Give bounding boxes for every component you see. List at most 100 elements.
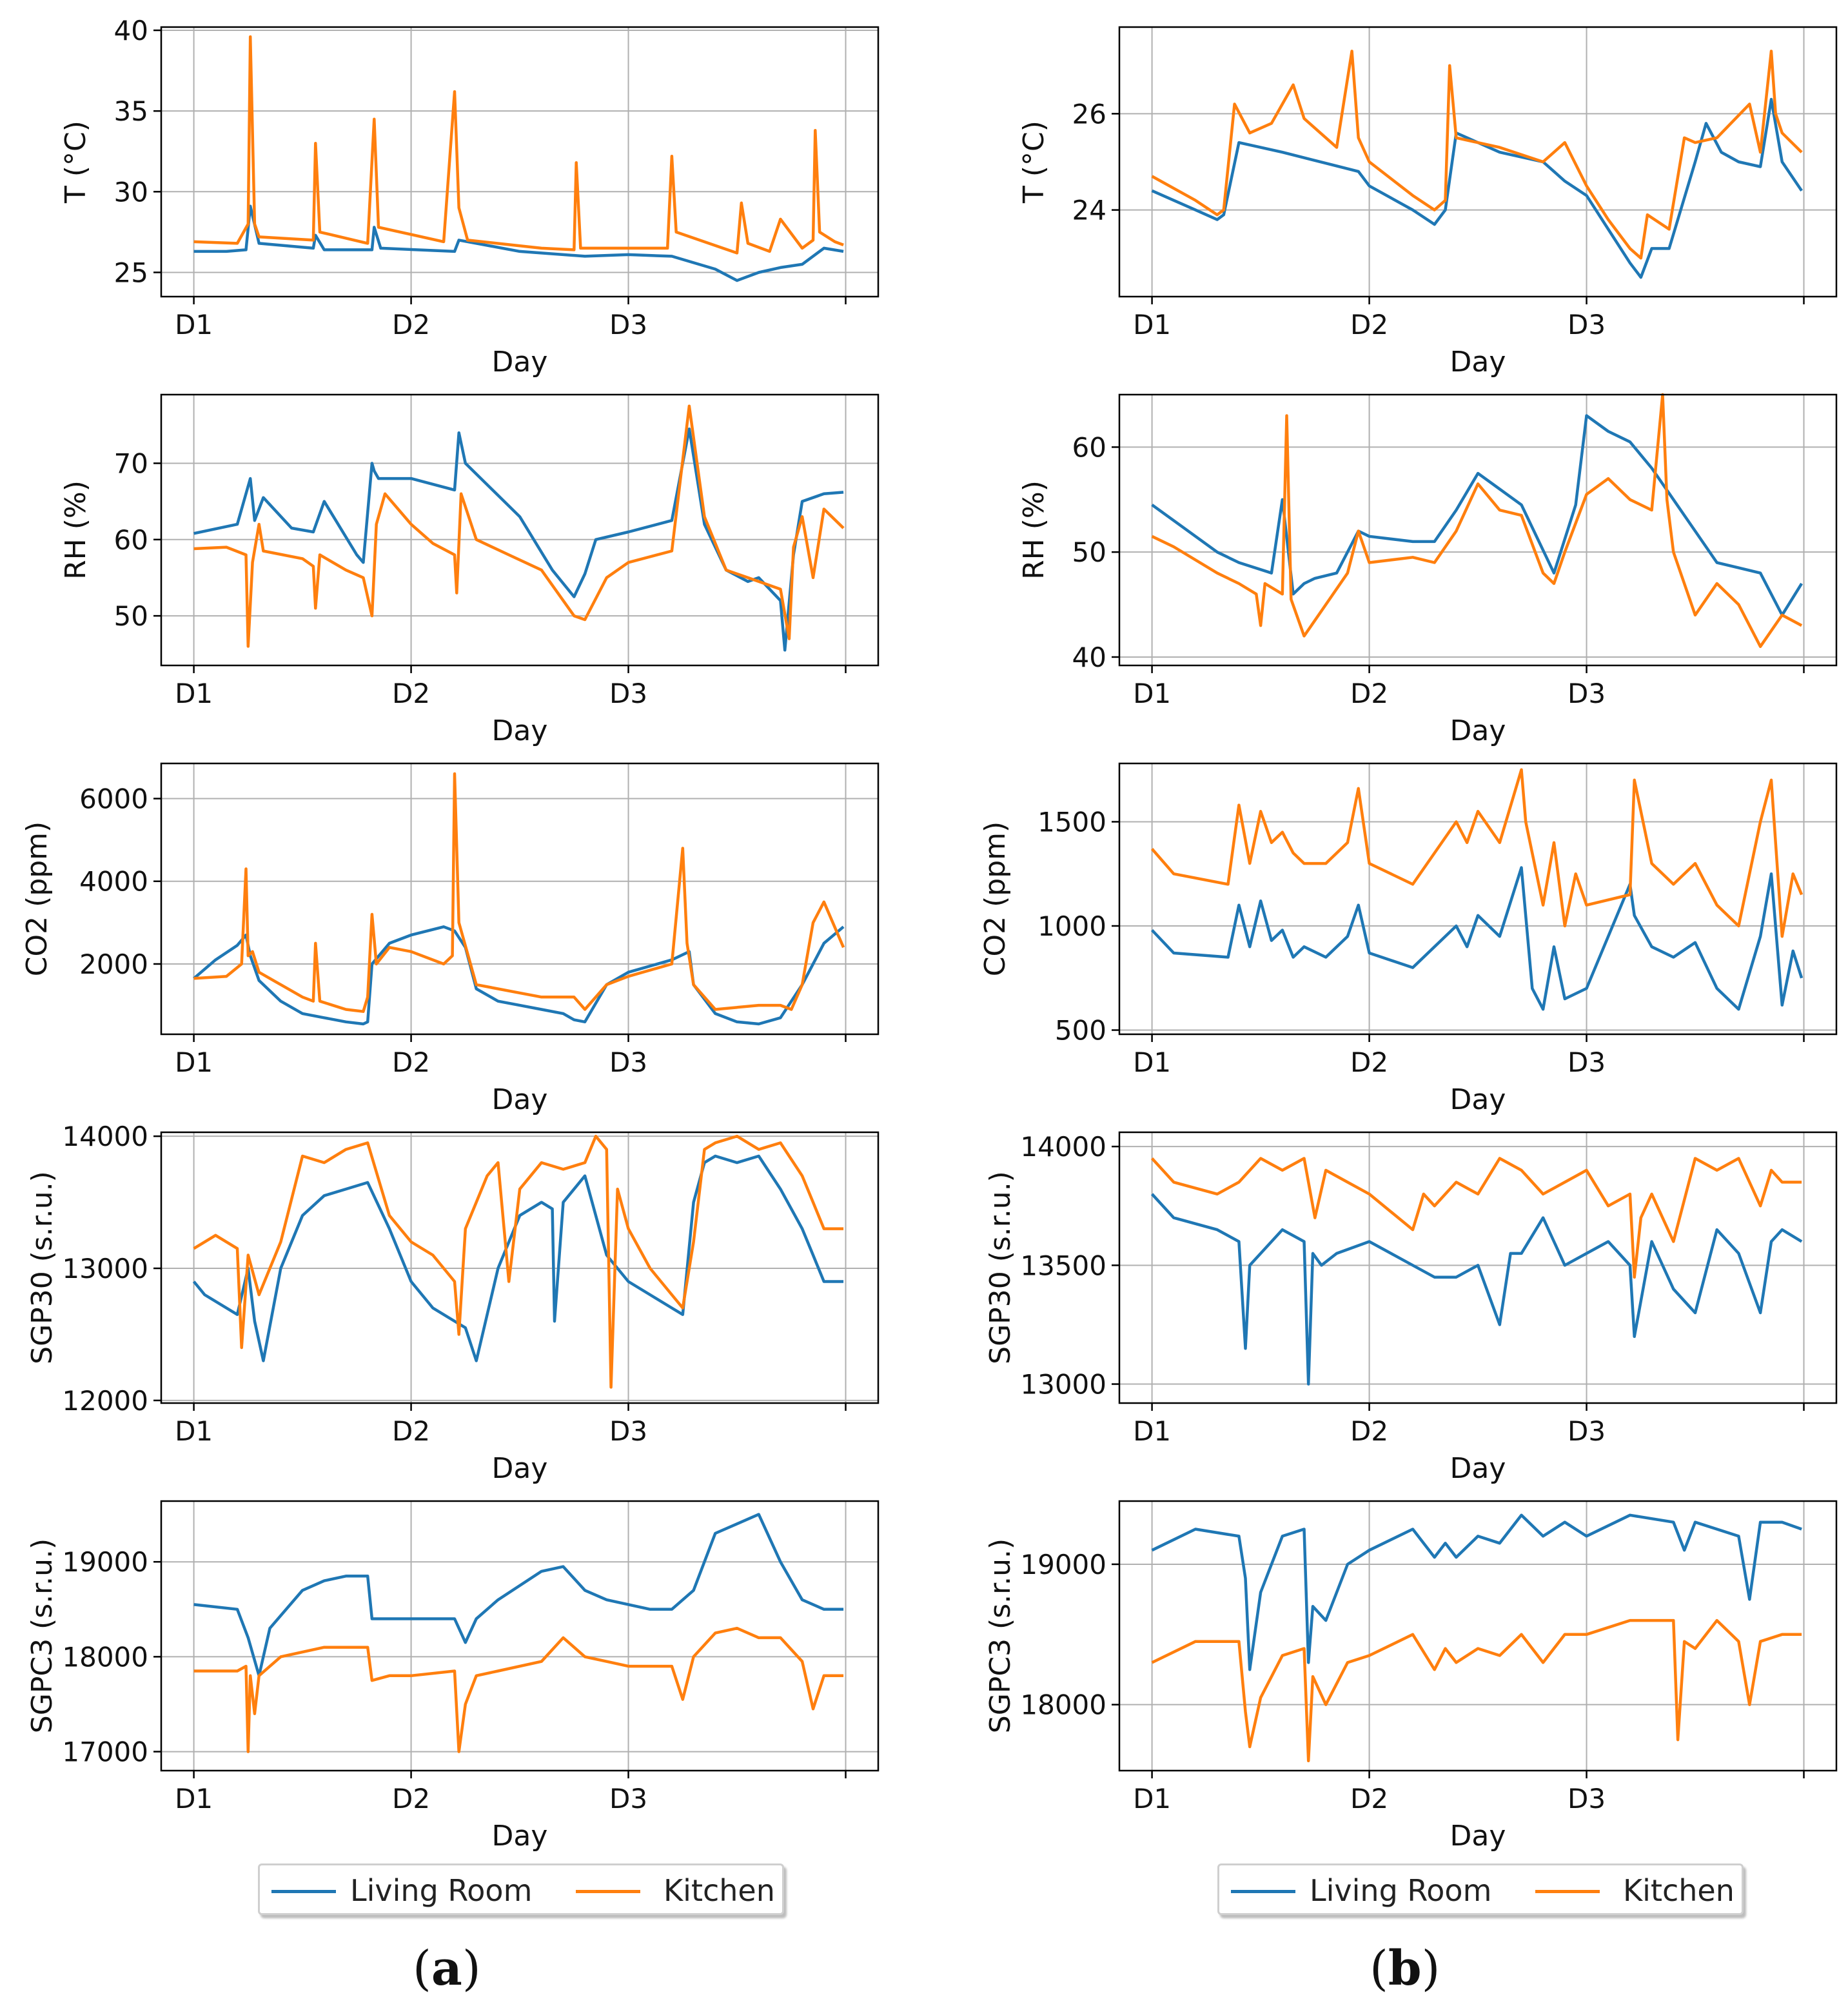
series-line-kitchen [1150, 768, 1804, 938]
series-line-kitchen [193, 404, 845, 648]
y-tick-label: 18000 [1020, 1689, 1106, 1721]
y-tick-label: 50 [1072, 536, 1106, 568]
y-tick-label: 13000 [62, 1253, 148, 1284]
plot-frame [1118, 26, 1838, 298]
series-line-living-room [193, 204, 844, 282]
x-tick-label: D1 [175, 1047, 213, 1078]
plot-frame [160, 393, 880, 667]
x-tick-label: D2 [392, 1783, 430, 1814]
x-tick-label: D3 [1568, 1415, 1606, 1447]
x-tick-label: D3 [1568, 1047, 1606, 1078]
panel-label-b: (b) [1370, 1941, 1440, 1996]
y-tick-label: 18000 [62, 1641, 148, 1673]
x-tick-label: D2 [392, 678, 430, 709]
plot-frame [1118, 762, 1838, 1036]
series-line-living-room [1150, 866, 1804, 1011]
y-tick-label: 14000 [62, 1121, 148, 1152]
x-tick-label: D3 [609, 1047, 647, 1078]
x-axis-label: Day [1450, 1083, 1506, 1116]
y-tick-label: 13500 [1020, 1250, 1106, 1281]
series-line-living-room [1150, 1193, 1803, 1386]
subplot-a-3: D1 D2 D3 2000 4000 6000 Day CO2 (ppm) [21, 762, 880, 1116]
x-axis-label: Day [492, 346, 548, 378]
x-tick-label: D1 [1133, 678, 1171, 709]
series-line-living-room [1151, 97, 1803, 279]
y-tick-label: 60 [114, 524, 148, 556]
x-tick-label: D3 [609, 309, 647, 340]
y-tick-label: 2000 [79, 949, 148, 980]
y-tick-label: 35 [114, 95, 148, 127]
series-line-kitchen [1150, 1157, 1802, 1279]
y-tick-label: 4000 [79, 866, 148, 898]
panel-letter-a: a [431, 1941, 462, 1996]
series-line-living-room [193, 1513, 844, 1678]
subplot-b-2: D1 D2 D3 40 50 60 Day RH (%) [1017, 393, 1838, 747]
y-tick-label: 26 [1072, 98, 1106, 130]
x-axis-label: Day [492, 1452, 548, 1485]
x-tick-label: D3 [1568, 1783, 1606, 1814]
y-tick-label: 500 [1055, 1015, 1106, 1047]
x-tick-label: D1 [1133, 1783, 1171, 1814]
y-axis-label: T (°C) [1017, 121, 1050, 204]
x-tick-label: D2 [392, 1047, 430, 1078]
y-tick-label: 17000 [62, 1736, 148, 1768]
x-tick-label: D1 [1133, 309, 1171, 340]
x-tick-label: D1 [1133, 1047, 1171, 1078]
y-axis-label: RH (%) [1017, 480, 1050, 580]
y-tick-label: 13000 [1020, 1369, 1106, 1401]
subplot-b-1: D1 D2 D3 24 26 Day T (°C) [1017, 26, 1838, 378]
y-tick-label: 14000 [1020, 1131, 1106, 1163]
legend-label-living-room: Living Room [1310, 1873, 1492, 1908]
subplot-b-4: D1 D2 D3 13000 13500 14000 Day SGP30 (s.r.u.) [984, 1131, 1838, 1485]
series-line-kitchen [193, 1134, 844, 1389]
x-axis-label: Day [492, 714, 548, 747]
legend-b: Living Room Kitchen [1217, 1863, 1744, 1915]
legend-label-kitchen: Kitchen [664, 1873, 775, 1908]
x-axis-label: Day [492, 1083, 548, 1116]
subplot-a-2: D1 D2 D3 50 60 70 Day RH (%) [59, 393, 880, 747]
y-tick-label: 1000 [1037, 910, 1106, 942]
y-axis-label: T (°C) [59, 121, 92, 204]
plot-frame [1118, 1500, 1838, 1772]
subplot-b-3: D1 D2 D3 500 1000 1500 Day CO2 (ppm) [979, 762, 1838, 1116]
y-axis-label: SGP30 (s.r.u.) [984, 1171, 1017, 1364]
x-axis-label: Day [492, 1820, 548, 1853]
y-axis-label: CO2 (ppm) [979, 821, 1012, 976]
y-tick-label: 70 [114, 447, 148, 479]
legend-label-kitchen: Kitchen [1623, 1873, 1735, 1908]
legend-swatch-kitchen [576, 1890, 640, 1893]
series-line-kitchen [1151, 393, 1803, 648]
subplot-a-1: D1 D2 D3 25 30 35 40 Day T (°C) [59, 15, 880, 378]
x-axis-label: Day [1450, 1820, 1506, 1853]
x-tick-label: D2 [1350, 1047, 1388, 1078]
plot-frame [1118, 1131, 1838, 1404]
series-line-living-room [192, 1154, 844, 1362]
x-tick-label: D3 [1568, 678, 1606, 709]
legend-swatch-living-room [271, 1890, 336, 1893]
x-tick-label: D2 [392, 1415, 430, 1447]
y-tick-label: 19000 [1020, 1549, 1106, 1580]
x-tick-label: D2 [1350, 1415, 1388, 1447]
x-tick-label: D1 [175, 309, 213, 340]
x-tick-label: D1 [175, 1783, 213, 1814]
y-tick-label: 6000 [79, 783, 148, 815]
plot-frame [160, 762, 880, 1036]
x-tick-label: D1 [175, 1415, 213, 1447]
subplot-b-5: D1 D2 D3 18000 19000 Day SGPC3 (s.r.u.) [984, 1500, 1838, 1853]
y-tick-label: 19000 [62, 1546, 148, 1578]
plot-frame [160, 26, 880, 298]
y-axis-label: CO2 (ppm) [21, 821, 54, 976]
series-line-living-room [193, 925, 845, 1026]
y-axis-label: SGPC3 (s.r.u.) [984, 1538, 1017, 1733]
subplot-a-5: D1 D2 D3 17000 18000 19000 Day SGPC3 (s.r.u.) [26, 1500, 880, 1853]
series-line-kitchen [193, 1626, 844, 1753]
x-axis-label: Day [1450, 346, 1506, 378]
x-tick-label: D3 [1568, 309, 1606, 340]
legend-a: Living Room Kitchen [258, 1863, 784, 1915]
x-axis-label: Day [1450, 1452, 1506, 1485]
y-tick-label: 24 [1072, 195, 1106, 226]
legend-swatch-living-room [1231, 1890, 1295, 1893]
y-tick-label: 1500 [1037, 806, 1106, 838]
series-line-kitchen [193, 35, 844, 255]
y-tick-label: 50 [114, 600, 148, 632]
